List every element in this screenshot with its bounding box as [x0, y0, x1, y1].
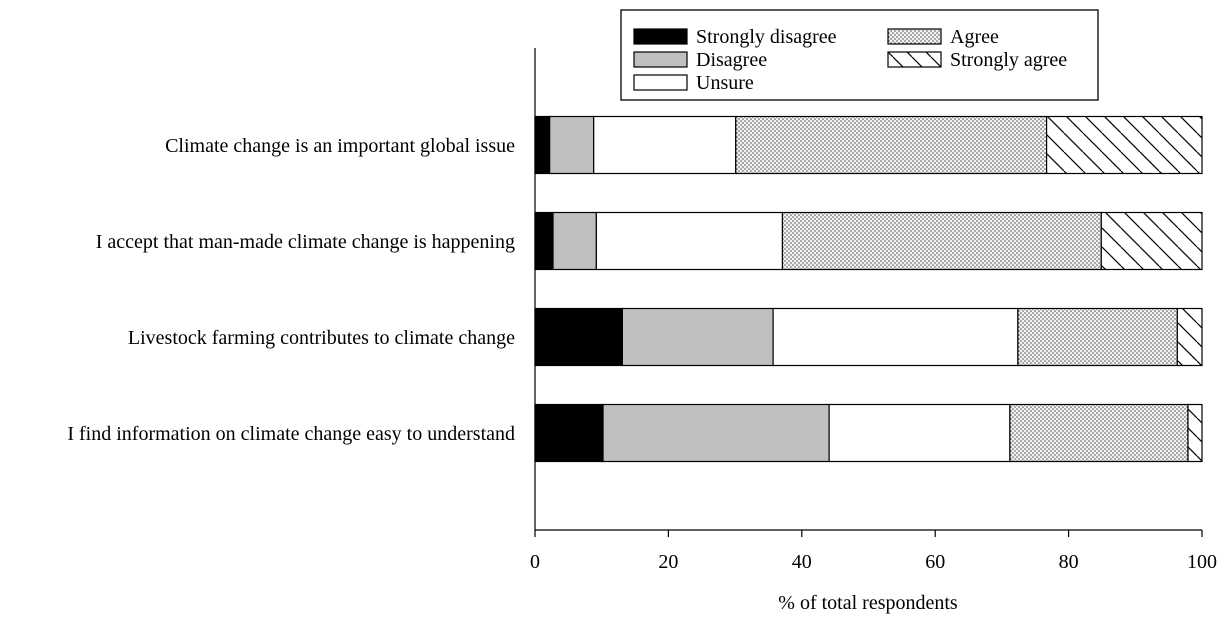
plot-area: 0 20 40 60 80 100 Climate change is an import…	[67, 48, 1217, 573]
bar-segment-1-3	[593, 115, 737, 175]
legend-swatch	[633, 51, 688, 68]
x-tick-label: 100	[1187, 551, 1217, 573]
bar-segment-1-1	[534, 115, 551, 175]
x-tick-label: 80	[1059, 551, 1079, 573]
bar-segment-2-5	[1100, 211, 1203, 271]
bar-segment-3-2	[621, 307, 774, 367]
legend-label: Unsure	[696, 72, 754, 94]
category-labels: Climate change is an important global is…	[67, 135, 515, 445]
bar-segment-2-2	[552, 211, 597, 271]
legend-frame	[620, 9, 1099, 101]
legend-swatch	[887, 28, 942, 45]
category-label: I accept that man-made climate change is…	[96, 231, 515, 253]
bar-segment-3-1	[534, 307, 623, 367]
x-axis-ticks: 0 20 40 60 80 100	[530, 530, 1217, 573]
legend-swatch	[887, 51, 942, 68]
legend-label: Disagree	[696, 49, 767, 71]
x-tick-label: 20	[658, 551, 678, 573]
bar-group	[534, 115, 1203, 463]
bar-segment-4-3	[828, 403, 1011, 463]
legend-label: Strongly agree	[950, 49, 1067, 71]
bar-segment-3-3	[772, 307, 1019, 367]
legend-label: Strongly disagree	[696, 26, 837, 48]
bar-segment-1-5	[1045, 115, 1203, 175]
bar-segment-2-1	[534, 211, 554, 271]
category-label: Climate change is an important global is…	[165, 135, 515, 157]
bar-segment-2-3	[595, 211, 784, 271]
bar-segment-1-2	[549, 115, 595, 175]
bar-segment-4-1	[534, 403, 604, 463]
bar-segment-3-4	[1017, 307, 1178, 367]
legend-swatch	[633, 74, 688, 91]
bar-segment-4-2	[602, 403, 830, 463]
category-label: Livestock farming contributes to climate…	[128, 327, 515, 349]
x-tick-label: 60	[925, 551, 945, 573]
category-label: I find information on climate change eas…	[67, 423, 515, 445]
bar-segment-4-5	[1187, 403, 1203, 463]
bar-segment-3-5	[1176, 307, 1203, 367]
x-tick-label: 0	[530, 551, 540, 573]
bar-segment-2-4	[781, 211, 1102, 271]
x-axis-title: % of total respondents	[778, 592, 958, 614]
legend-swatch	[633, 28, 688, 45]
bar-segment-4-4	[1009, 403, 1189, 463]
legend-label: Agree	[950, 26, 999, 48]
x-tick-label: 40	[792, 551, 812, 573]
bar-segment-1-4	[735, 115, 1048, 175]
